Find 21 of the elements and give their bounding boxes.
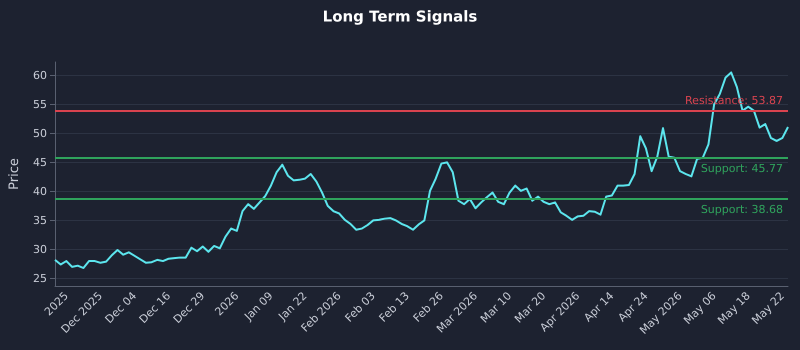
y-tick-label: 50 [33,126,47,140]
x-tick-label: Dec 04 [102,289,140,326]
ref-line-label: Support: 38.68 [700,203,783,216]
line-series [54,71,789,270]
x-tick-label: Feb 13 [376,289,412,325]
x-tick-label: Mar 10 [478,289,514,326]
x-tick-label: Dec 29 [170,289,208,326]
y-tick-label: 30 [33,242,47,256]
x-tick-label: Feb 03 [342,289,378,325]
y-tick-label: 25 [33,272,47,285]
y-tick-label: 45 [33,156,47,169]
y-tick-label: 55 [33,98,47,111]
y-tick-label: 60 [33,68,47,82]
ref-line-label: Support: 45.77 [700,162,783,175]
chart-title: Long Term Signals [322,8,478,26]
y-tick-label: 35 [33,214,47,227]
x-tick-label: Dec 16 [136,289,174,326]
x-tick-label: Jan 09 [241,289,276,324]
y-axis-title: Price [7,158,22,190]
x-tick-label: Apr 14 [581,289,616,324]
y-tick-label: 40 [33,184,47,198]
